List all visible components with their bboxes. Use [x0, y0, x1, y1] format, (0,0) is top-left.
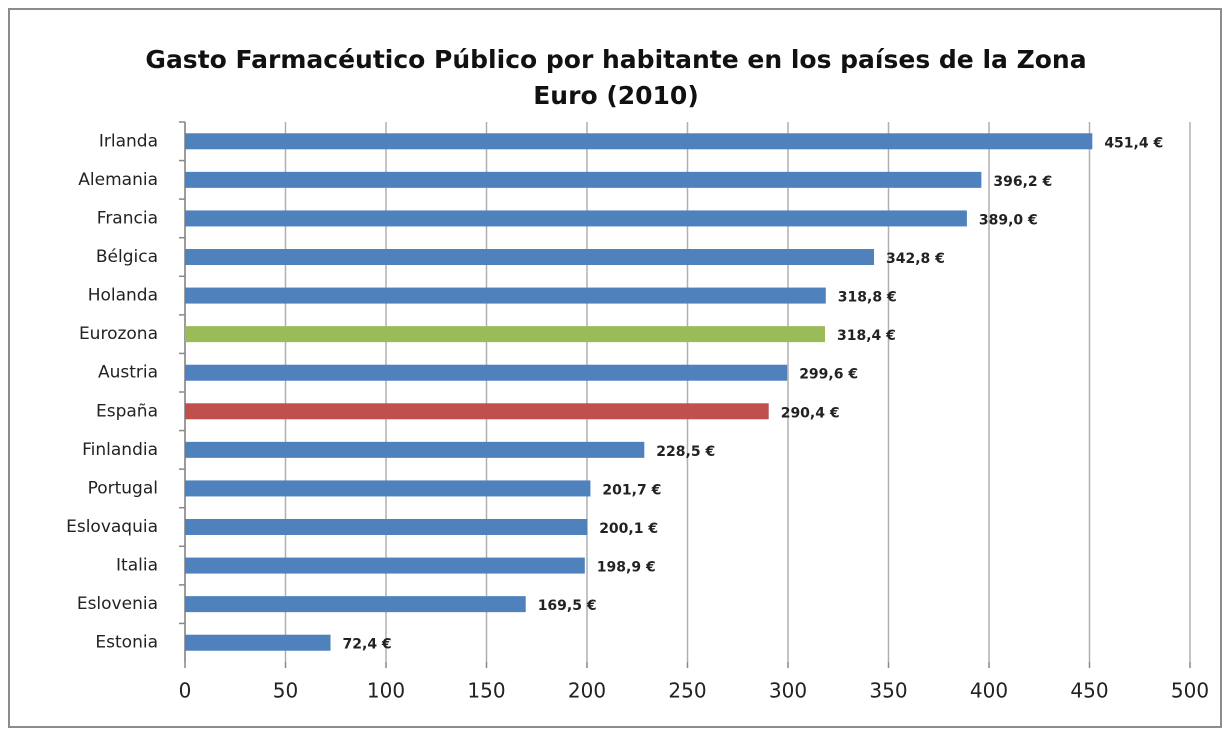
x-tick-label: 400 — [970, 679, 1008, 703]
value-label: 72,4 € — [343, 637, 392, 653]
y-tick-label: Francia — [97, 208, 158, 228]
value-label: 389,0 € — [979, 212, 1038, 228]
chart-frame — [8, 8, 1222, 728]
y-tick-label: Irlanda — [99, 131, 158, 151]
value-label: 396,2 € — [993, 174, 1052, 190]
bar — [185, 403, 769, 420]
y-tick-label: Estonia — [95, 633, 158, 653]
bar — [185, 171, 982, 188]
x-tick-label: 300 — [769, 679, 807, 703]
x-tick-label: 500 — [1171, 679, 1209, 703]
value-label: 290,4 € — [781, 405, 840, 421]
bar — [185, 210, 967, 227]
chart-title: Gasto Farmacéutico Público por habitante… — [145, 45, 1087, 110]
y-tick-label: Eslovaquia — [66, 517, 158, 537]
value-label: 318,4 € — [837, 328, 896, 344]
bar — [185, 480, 591, 497]
bar — [185, 364, 788, 381]
bar — [185, 249, 875, 265]
y-tick-label: Portugal — [88, 478, 158, 498]
bar — [185, 634, 331, 651]
x-tick-label: 150 — [467, 679, 505, 703]
value-label: 169,5 € — [538, 598, 597, 614]
x-tick-label: 50 — [273, 679, 298, 703]
y-tick-label: España — [96, 401, 158, 421]
y-tick-label: Eslovenia — [77, 594, 158, 614]
x-tick-label: 350 — [869, 679, 907, 703]
y-tick-label: Bélgica — [96, 247, 158, 267]
x-tick-label: 0 — [179, 679, 192, 703]
x-tick-label: 200 — [568, 679, 606, 703]
y-tick-label: Austria — [98, 363, 158, 383]
bar — [185, 519, 588, 535]
y-tick-label: Alemania — [78, 170, 158, 190]
value-label: 201,7 € — [602, 482, 661, 498]
value-label: 200,1 € — [599, 521, 658, 537]
value-label: 198,9 € — [597, 560, 656, 576]
bar — [185, 133, 1093, 150]
bar — [185, 596, 526, 613]
bar — [185, 441, 645, 458]
y-tick-label: Italia — [116, 556, 158, 576]
bar — [185, 557, 585, 574]
value-label: 228,5 € — [656, 444, 715, 460]
x-tick-label: 450 — [1070, 679, 1108, 703]
bar — [185, 326, 825, 343]
y-tick-label: Eurozona — [79, 324, 158, 344]
value-label: 342,8 € — [886, 251, 945, 267]
y-tick-label: Finlandia — [82, 440, 158, 460]
value-label: 299,6 € — [799, 367, 858, 383]
bar — [185, 287, 826, 304]
y-tick-label: Holanda — [88, 286, 158, 306]
x-tick-label: 250 — [668, 679, 706, 703]
value-label: 318,8 € — [838, 290, 897, 306]
x-tick-label: 100 — [367, 679, 405, 703]
value-label: 451,4 € — [1104, 135, 1163, 151]
